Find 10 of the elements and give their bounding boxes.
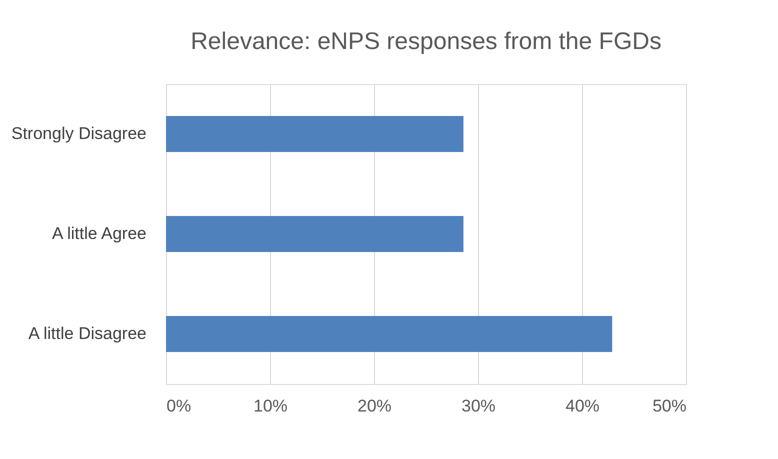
x-tick-label: 0% xyxy=(166,396,192,416)
y-tick-label: A little Disagree xyxy=(28,324,146,343)
x-tick-label: 20% xyxy=(357,396,392,416)
x-tick-label: 30% xyxy=(461,396,496,416)
x-tick-label: 50% xyxy=(652,396,686,416)
chart-title: Relevance: eNPS responses from the FGDs xyxy=(190,28,662,55)
y-tick-label: Strongly Disagree xyxy=(11,124,146,143)
x-tick-label: 40% xyxy=(565,396,600,416)
x-tick-label: 10% xyxy=(253,396,288,416)
y-tick-label: A little Agree xyxy=(52,224,146,243)
